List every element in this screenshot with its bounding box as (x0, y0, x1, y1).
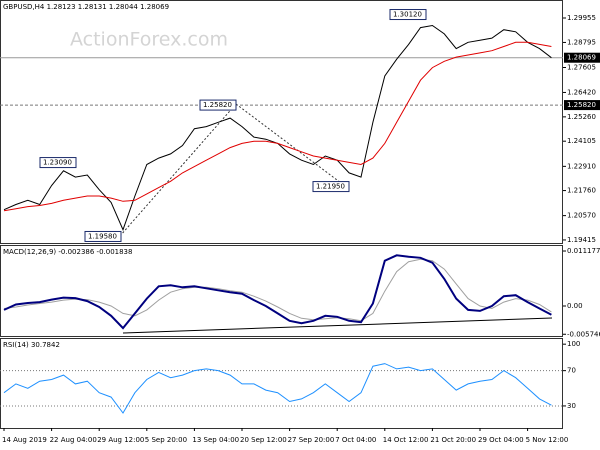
panel-frame (0, 0, 563, 244)
x-tick-label: 7 Oct 04:00 (335, 436, 376, 444)
level-box (564, 100, 600, 111)
annotation-box (389, 9, 427, 21)
y-tick-label: 30 (567, 402, 576, 410)
watermark: ActionForex.com (70, 29, 228, 51)
x-tick-label: 13 Sep 04:00 (192, 436, 239, 444)
x-tick-label: 29 Oct 04:00 (478, 436, 524, 444)
trend-line (122, 317, 553, 334)
y-tick-label: -0.005746 (567, 330, 600, 338)
panel-frame (0, 338, 563, 429)
y-tick-label: 1.22910 (567, 162, 596, 170)
x-tick-label: 14 Aug 2019 (2, 436, 47, 444)
x-tick-label: 20 Sep 12:00 (240, 436, 287, 444)
y-tick-label: 1.20570 (567, 212, 596, 220)
y-tick-label: 0.011177 (567, 247, 600, 255)
panel-title: RSI(14) 30.7842 (3, 341, 60, 349)
y-tick-label: 1.19415 (567, 236, 596, 244)
y-tick-label: 1.28795 (567, 38, 596, 46)
panel-frame (0, 245, 563, 337)
panel-title: MACD(12,26,9) -0.002386 -0.001838 (3, 248, 132, 256)
y-tick-label: 100 (567, 340, 580, 348)
trend-line (119, 103, 237, 237)
y-tick-label: 1.24105 (567, 137, 596, 145)
y-tick-label: 1.26420 (567, 88, 596, 96)
annotation-label: 1.19580 (88, 232, 117, 240)
series-line (3, 254, 552, 330)
x-tick-label: 27 Sep 20:00 (288, 436, 335, 444)
x-tick-label: 14 Oct 12:00 (383, 436, 429, 444)
y-tick-label: 1.29955 (567, 14, 596, 22)
y-tick-label: 1.21760 (567, 187, 596, 195)
series-line (3, 363, 552, 414)
annotation-label: 1.30120 (393, 11, 422, 19)
annotation-box (312, 181, 350, 193)
trend-line (235, 103, 346, 187)
y-tick-label: 70 (567, 367, 576, 375)
x-tick-label: 5 Sep 20:00 (145, 436, 187, 444)
annotation-label: 1.25820 (203, 101, 232, 109)
panel-title: GBPUSD,H4 1.28123 1.28131 1.28044 1.2806… (3, 3, 169, 11)
x-tick-label: 29 Aug 12:00 (97, 436, 144, 444)
last-price-box (564, 52, 600, 63)
annotation-label: 1.21950 (316, 183, 345, 191)
y-tick-label: 1.25260 (567, 113, 596, 121)
series-line (3, 41, 552, 212)
last-price-label: 1.28069 (567, 54, 596, 62)
x-tick-label: 21 Oct 20:00 (430, 436, 476, 444)
level-label: 1.25820 (567, 101, 596, 109)
annotation-box (199, 99, 237, 111)
series-line (3, 258, 552, 322)
y-tick-label: 0.00 (567, 302, 583, 310)
annotation-box (39, 157, 77, 169)
x-tick-label: 22 Aug 04:00 (50, 436, 97, 444)
annotation-label: 1.23090 (43, 159, 72, 167)
y-tick-label: 1.27605 (567, 63, 596, 71)
x-tick-label: 5 Nov 12:00 (526, 436, 569, 444)
annotation-box (84, 230, 122, 242)
